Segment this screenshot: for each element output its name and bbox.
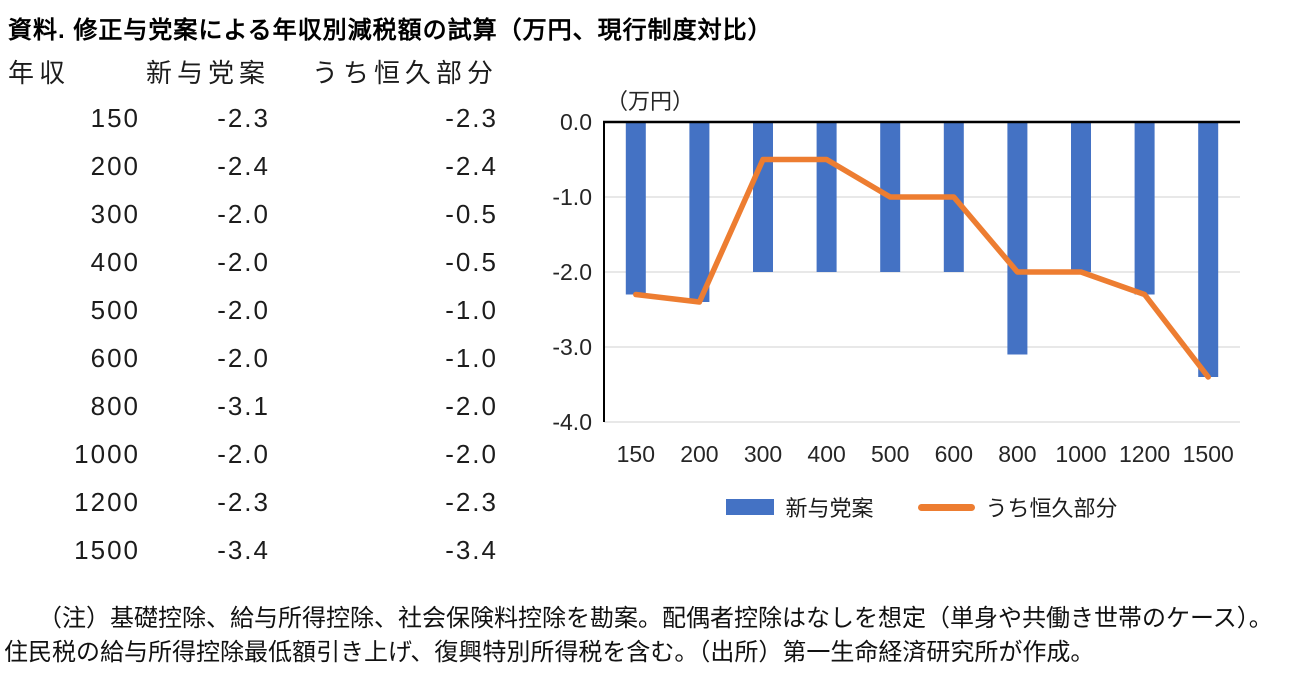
table-cell: 200 (90, 150, 140, 181)
table-row: 500 -2.0 -1.0 (8, 286, 498, 334)
table-cell: 800 (90, 390, 140, 421)
table-row: 200 -2.4 -2.4 (8, 142, 498, 190)
chart-legend: 新与党案 うち恒久部分 (604, 491, 1240, 523)
table-cell: -2.0 (217, 198, 270, 229)
table-row: 1000 -2.0 -2.0 (8, 430, 498, 478)
table-cell: -2.0 (217, 246, 270, 277)
table-cell: 400 (90, 246, 140, 277)
legend-label-bar: 新与党案 (785, 496, 874, 521)
x-tick-label: 1500 (1183, 441, 1234, 467)
y-tick-label: -2.0 (552, 259, 592, 285)
table-row: 600 -2.0 -1.0 (8, 334, 498, 382)
col-header-income: 年収 (8, 57, 71, 88)
figure-title: 資料. 修正与党案による年収別減税額の試算（万円、現行制度対比） (8, 17, 773, 44)
bar (816, 123, 837, 272)
x-tick-label: 600 (935, 441, 973, 467)
bar (1198, 123, 1219, 377)
footnote-line-2: 住民税の給与所得控除最低額引き上げ、復興特別所得税を含む。（出所）第一生命経済研… (4, 640, 1095, 666)
table-cell: -2.3 (217, 102, 270, 133)
table-cell: -3.1 (217, 390, 270, 421)
line-series-swatch (917, 503, 975, 511)
table-body: 150 -2.3 -2.3 200 -2.4 -2.4 300 -2.0 -0.5 400 -2.0… (8, 94, 498, 574)
x-tick-label: 400 (807, 441, 845, 467)
table-cell: -0.5 (445, 198, 498, 229)
table-cell: -2.3 (445, 486, 498, 517)
y-axis-unit-label: （万円） (606, 89, 695, 114)
bar (1007, 123, 1028, 355)
table-cell: 1000 (74, 438, 140, 469)
x-tick-label: 1000 (1055, 441, 1106, 467)
table-cell: -2.4 (217, 150, 270, 181)
legend-item-line: うち恒久部分 (917, 491, 1118, 523)
table-cell: 1500 (74, 534, 140, 565)
table-cell: -2.0 (217, 294, 270, 325)
table-cell: -2.0 (445, 390, 498, 421)
bar (753, 123, 773, 272)
footnote-line-1: （注）基礎控除、給与所得控除、社会保険料控除を勘案。配偶者控除はなしを想定（単身… (38, 606, 1273, 632)
y-tick-label: -1.0 (552, 184, 592, 210)
table-cell: -2.0 (445, 438, 498, 469)
table-header: 年収 新与党案 うち恒久部分 (8, 48, 498, 94)
bar (625, 123, 646, 295)
table-cell: 600 (90, 342, 140, 373)
table-row: 150 -2.3 -2.3 (8, 94, 498, 142)
y-tick-label: -3.0 (552, 334, 592, 360)
table-cell: -3.4 (445, 534, 498, 565)
bar-series-swatch (726, 499, 775, 515)
legend-item-bar: 新与党案 (726, 491, 874, 523)
legend-label-line: うち恒久部分 (985, 496, 1118, 521)
table-cell: 300 (90, 198, 140, 229)
col-header-permanent: うち恒久部分 (311, 57, 498, 88)
bar (689, 123, 710, 302)
x-tick-label: 300 (744, 441, 782, 467)
bar (1071, 123, 1091, 272)
table-cell: -1.0 (445, 294, 498, 325)
table-row: 800 -3.1 -2.0 (8, 382, 498, 430)
table-cell: -2.0 (217, 438, 270, 469)
table-row: 300 -2.0 -0.5 (8, 190, 498, 238)
table-cell: -2.0 (217, 342, 270, 373)
table-cell: -2.4 (445, 150, 498, 181)
table-cell: -2.3 (217, 486, 270, 517)
x-tick-label: 1200 (1119, 441, 1170, 467)
y-tick-label: 0.0 (560, 109, 592, 135)
table-row: 1200 -2.3 -2.3 (8, 478, 498, 526)
table-cell: -3.4 (217, 534, 270, 565)
table-row: 1500 -3.4 -3.4 (8, 526, 498, 574)
table-cell: 150 (90, 102, 140, 133)
col-header-new-plan: 新与党案 (145, 57, 270, 88)
table-cell: -0.5 (445, 246, 498, 277)
data-table: 年収 新与党案 うち恒久部分 150 -2.3 -2.3 200 -2.4 -2.4 300… (8, 48, 498, 574)
x-tick-label: 200 (680, 441, 718, 467)
bar (1134, 123, 1155, 295)
y-tick-label: -4.0 (552, 409, 592, 435)
table-cell: -1.0 (445, 342, 498, 373)
table-cell: 1200 (74, 486, 140, 517)
footnote: （注）基礎控除、給与所得控除、社会保険料控除を勘案。配偶者控除はなしを想定（単身… (4, 602, 1314, 670)
x-tick-label: 800 (998, 441, 1036, 467)
table-cell: 500 (90, 294, 140, 325)
line-series (633, 156, 1211, 380)
x-tick-label: 150 (617, 441, 655, 467)
x-tick-label: 500 (871, 441, 909, 467)
table-cell: -2.3 (445, 102, 498, 133)
table-row: 400 -2.0 -0.5 (8, 238, 498, 286)
